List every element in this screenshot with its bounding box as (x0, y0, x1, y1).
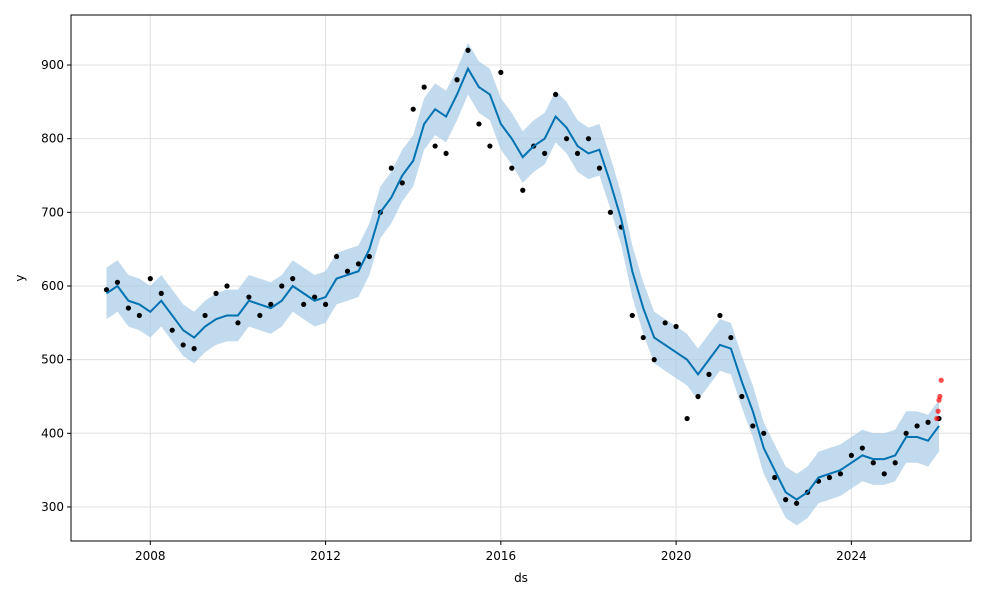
observed-point (892, 460, 898, 466)
observed-point (476, 121, 482, 127)
observed-point (772, 474, 778, 481)
observed-point (826, 474, 833, 481)
x-tick-label: 2012 (310, 549, 341, 563)
observed-point (859, 445, 865, 451)
observed-point (355, 261, 362, 267)
observed-point (202, 312, 208, 319)
y-tick-label: 600 (41, 279, 64, 293)
observed-point (596, 165, 603, 171)
observed-point (739, 393, 745, 400)
observed-point (607, 209, 613, 215)
observed-point (180, 342, 186, 348)
observed-point (333, 253, 340, 260)
observed-point (421, 84, 427, 90)
observed-point (487, 143, 493, 149)
observed-point (114, 279, 121, 285)
observed-point (717, 312, 723, 319)
x-tick-label: 2024 (836, 549, 867, 563)
observed-point (794, 500, 800, 506)
y-tick-label: 500 (41, 353, 64, 367)
x-tick-label: 2016 (486, 549, 517, 563)
observed-point (870, 460, 876, 466)
observed-point (706, 371, 712, 377)
observed-point (344, 268, 351, 274)
observed-point (432, 143, 438, 149)
observed-point (837, 471, 844, 477)
observed-point (673, 323, 679, 330)
observed-point (290, 276, 296, 282)
observed-point (454, 77, 460, 83)
observed-point (268, 301, 274, 308)
observed-point (761, 430, 767, 436)
observed-point (158, 290, 164, 296)
uncertainty-band (106, 42, 940, 526)
observed-point (783, 497, 789, 503)
observed-point (520, 187, 526, 193)
y-tick-label: 900 (41, 58, 64, 72)
y-tick-label: 300 (41, 500, 64, 514)
observed-point (750, 423, 756, 429)
observed-point (881, 471, 887, 477)
x-axis-label: ds (514, 571, 528, 585)
observed-point (563, 136, 570, 142)
observed-point (640, 334, 646, 341)
observed-point (246, 294, 252, 300)
forecast-line (105, 66, 940, 501)
y-axis-label: y (13, 274, 27, 281)
y-tick-label: 800 (41, 132, 64, 146)
recent-point (935, 408, 941, 414)
observed-point (925, 419, 931, 425)
observed-point (147, 276, 153, 282)
recent-point (934, 415, 940, 422)
observed-point (191, 346, 197, 352)
observed-point (366, 253, 372, 260)
observed-point (651, 357, 657, 363)
observed-point (542, 150, 548, 157)
observed-point (301, 301, 307, 308)
plot-frame (70, 14, 972, 542)
observed-point (410, 106, 416, 112)
observed-point (125, 305, 132, 311)
x-tick-label: 2020 (661, 549, 692, 563)
observed-point (169, 327, 175, 333)
observed-point (443, 150, 449, 157)
observed-point (235, 320, 241, 326)
observed-point (585, 136, 592, 142)
observed-point (903, 430, 909, 436)
observed-point (553, 91, 559, 98)
observed-point (574, 150, 581, 157)
observed-point (399, 180, 405, 186)
observed-point (662, 320, 668, 326)
observed-point (279, 283, 285, 289)
recent-point (938, 377, 944, 383)
observed-point (224, 283, 230, 289)
y-tick-label: 700 (41, 205, 64, 219)
observed-point (312, 294, 318, 300)
observed-point (136, 312, 142, 319)
observed-point (498, 69, 504, 75)
observed-point (509, 165, 515, 171)
observed-point (684, 415, 690, 422)
observed-point (914, 423, 920, 429)
observed-point (848, 452, 854, 459)
y-tick-label: 400 (41, 426, 64, 440)
observed-point (257, 312, 263, 319)
observed-point (465, 47, 471, 53)
observed-point (695, 393, 701, 400)
observed-point (629, 312, 635, 319)
observed-point (728, 334, 734, 341)
recent-point (937, 393, 943, 400)
observed-point (103, 287, 110, 293)
observed-point (322, 301, 329, 308)
observed-point (213, 290, 219, 296)
observed-point (388, 165, 394, 171)
x-tick-label: 2008 (135, 549, 166, 563)
